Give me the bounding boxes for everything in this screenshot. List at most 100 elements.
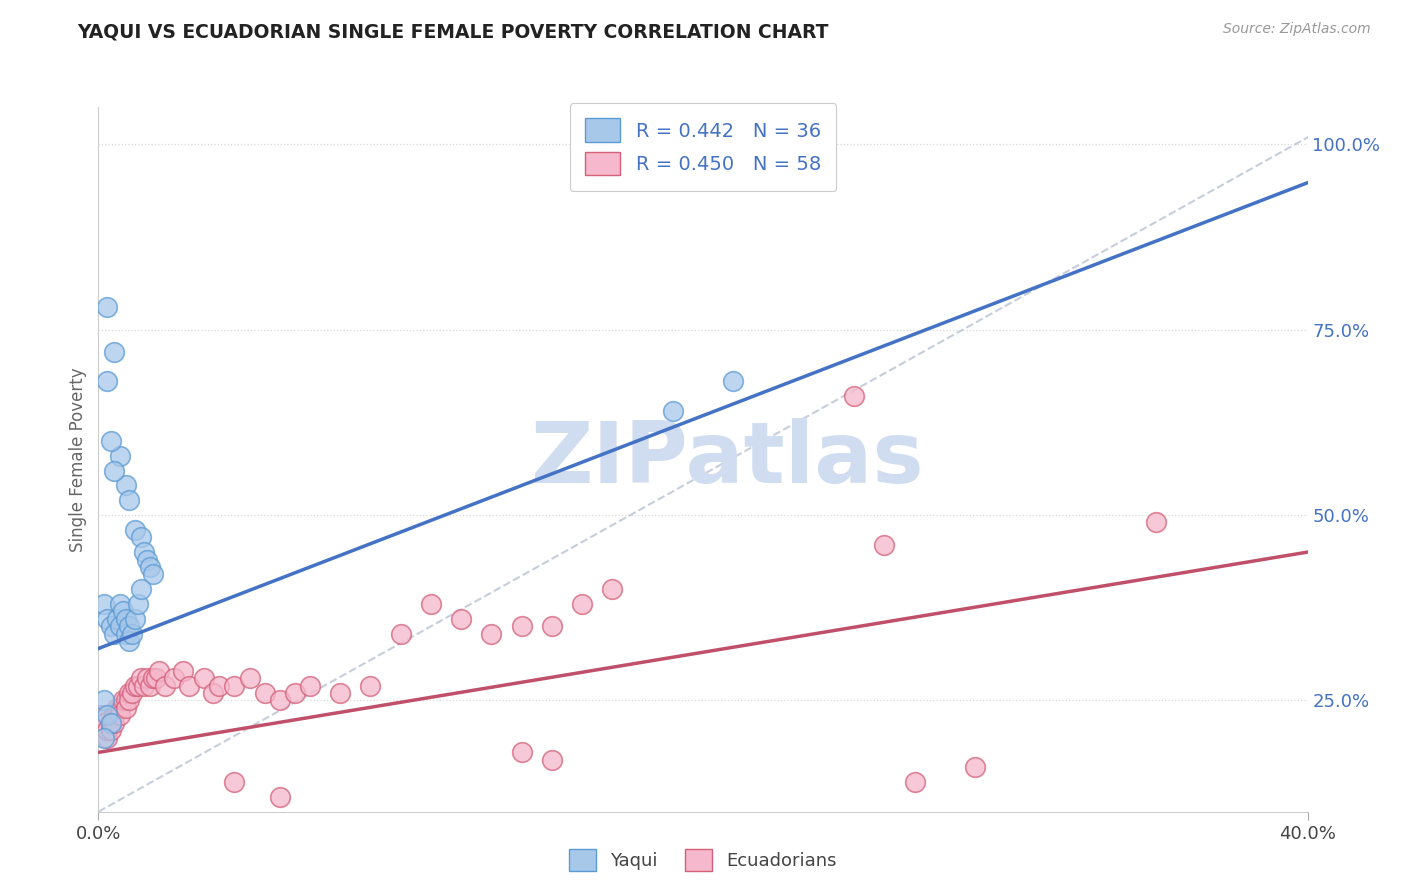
Point bbox=[108, 701, 131, 715]
Point bbox=[965, 760, 987, 774]
Point bbox=[224, 679, 246, 693]
Point bbox=[118, 634, 141, 648]
Point bbox=[96, 612, 118, 626]
Point bbox=[100, 715, 122, 730]
Point bbox=[142, 671, 165, 685]
Point bbox=[93, 693, 115, 707]
Point bbox=[510, 619, 533, 633]
Point bbox=[139, 560, 162, 574]
Point bbox=[129, 671, 152, 685]
Point bbox=[96, 731, 118, 745]
Text: Source: ZipAtlas.com: Source: ZipAtlas.com bbox=[1223, 22, 1371, 37]
Point bbox=[450, 612, 472, 626]
Point bbox=[163, 671, 186, 685]
Point bbox=[360, 679, 382, 693]
Point bbox=[510, 745, 533, 759]
Point bbox=[202, 686, 225, 700]
Point bbox=[129, 530, 152, 544]
Point bbox=[132, 679, 155, 693]
Point bbox=[96, 708, 118, 723]
Point bbox=[172, 664, 194, 678]
Point bbox=[481, 626, 503, 640]
Point bbox=[118, 693, 141, 707]
Point bbox=[127, 597, 149, 611]
Legend: Yaqui, Ecuadorians: Yaqui, Ecuadorians bbox=[562, 842, 844, 879]
Point bbox=[100, 723, 122, 738]
Point bbox=[103, 715, 125, 730]
Point bbox=[844, 389, 866, 403]
Point bbox=[96, 723, 118, 738]
Point bbox=[193, 671, 215, 685]
Point bbox=[420, 597, 443, 611]
Point bbox=[135, 552, 157, 566]
Point bbox=[127, 679, 149, 693]
Point bbox=[93, 715, 115, 730]
Point bbox=[103, 344, 125, 359]
Point bbox=[100, 715, 122, 730]
Point bbox=[114, 612, 136, 626]
Point bbox=[139, 679, 162, 693]
Point bbox=[239, 671, 262, 685]
Point bbox=[121, 626, 143, 640]
Point bbox=[153, 679, 176, 693]
Point bbox=[118, 686, 141, 700]
Point bbox=[121, 686, 143, 700]
Point bbox=[661, 404, 683, 418]
Point bbox=[148, 664, 170, 678]
Point bbox=[114, 478, 136, 492]
Point bbox=[299, 679, 322, 693]
Point bbox=[103, 463, 125, 477]
Point bbox=[93, 597, 115, 611]
Point bbox=[602, 582, 624, 597]
Point bbox=[132, 545, 155, 559]
Point bbox=[105, 701, 128, 715]
Text: ZIPatlas: ZIPatlas bbox=[530, 417, 924, 501]
Point bbox=[114, 693, 136, 707]
Point bbox=[103, 708, 125, 723]
Point bbox=[135, 671, 157, 685]
Point bbox=[93, 731, 115, 745]
Text: YAQUI VS ECUADORIAN SINGLE FEMALE POVERTY CORRELATION CHART: YAQUI VS ECUADORIAN SINGLE FEMALE POVERT… bbox=[77, 22, 828, 41]
Point bbox=[90, 708, 112, 723]
Legend: R = 0.442   N = 36, R = 0.450   N = 58: R = 0.442 N = 36, R = 0.450 N = 58 bbox=[569, 103, 837, 191]
Point bbox=[540, 619, 562, 633]
Point bbox=[129, 582, 152, 597]
Point bbox=[208, 679, 231, 693]
Point bbox=[111, 693, 134, 707]
Point bbox=[723, 375, 745, 389]
Point bbox=[108, 597, 131, 611]
Point bbox=[873, 538, 896, 552]
Y-axis label: Single Female Poverty: Single Female Poverty bbox=[69, 368, 87, 551]
Point bbox=[389, 626, 412, 640]
Point bbox=[1144, 516, 1167, 530]
Point bbox=[224, 775, 246, 789]
Point bbox=[100, 434, 122, 448]
Point bbox=[145, 671, 167, 685]
Point bbox=[100, 619, 122, 633]
Point bbox=[118, 619, 141, 633]
Point bbox=[269, 693, 291, 707]
Point bbox=[108, 449, 131, 463]
Point bbox=[179, 679, 201, 693]
Point bbox=[118, 493, 141, 508]
Point bbox=[105, 612, 128, 626]
Point bbox=[103, 626, 125, 640]
Point bbox=[540, 753, 562, 767]
Point bbox=[142, 567, 165, 582]
Point bbox=[329, 686, 352, 700]
Point bbox=[253, 686, 276, 700]
Point bbox=[284, 686, 307, 700]
Point bbox=[124, 612, 146, 626]
Point bbox=[124, 523, 146, 537]
Point bbox=[96, 375, 118, 389]
Point bbox=[269, 789, 291, 804]
Point bbox=[571, 597, 593, 611]
Point bbox=[108, 708, 131, 723]
Point bbox=[96, 301, 118, 315]
Point bbox=[114, 626, 136, 640]
Point bbox=[904, 775, 927, 789]
Point bbox=[124, 679, 146, 693]
Point bbox=[111, 604, 134, 618]
Point bbox=[108, 619, 131, 633]
Point bbox=[114, 701, 136, 715]
